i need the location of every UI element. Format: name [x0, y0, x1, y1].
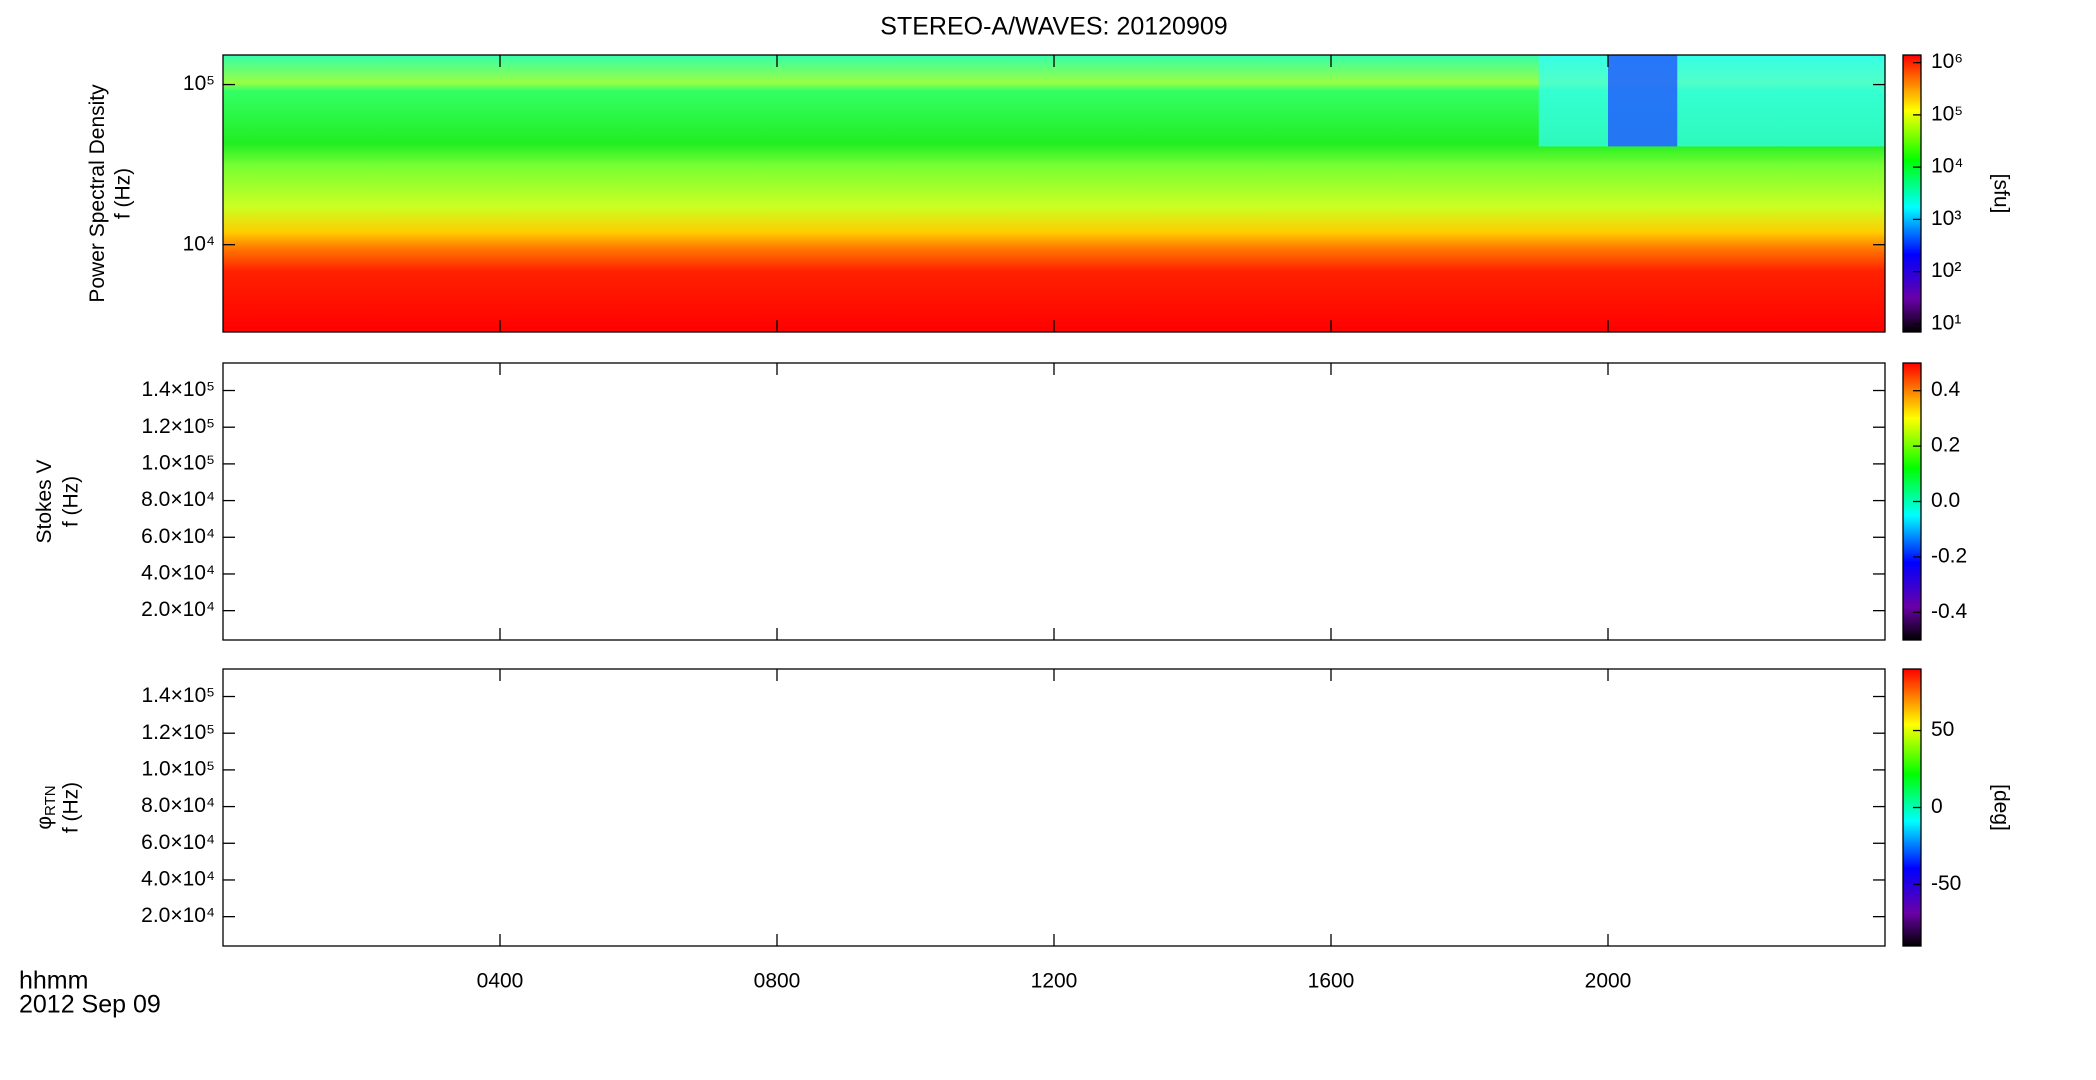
x-tick-label: 2000: [1585, 970, 1632, 993]
colorbar: [1902, 54, 1922, 333]
y-tick-label: 6.0×10⁴: [141, 525, 215, 548]
x-axis-label: hhmm: [19, 967, 88, 995]
y-tick-label: 4.0×10⁴: [141, 868, 215, 891]
y-axis-label-part: φ: [33, 816, 56, 830]
y-tick-label: 2.0×10⁴: [141, 904, 215, 927]
y-axis-label: φRTN: [33, 785, 59, 829]
date-label: 2012 Sep 09: [19, 991, 161, 1019]
colorbar-label: [deg]: [1989, 784, 2012, 831]
y-axis-label: f (Hz): [60, 782, 83, 833]
y-tick-label: 8.0×10⁴: [141, 488, 215, 511]
colorbar-tick-label: -0.2: [1931, 544, 1967, 567]
x-tick-label: 0800: [754, 970, 801, 993]
x-tick-label: 1200: [1031, 970, 1078, 993]
colorbar-tick-label: 0.4: [1931, 378, 1961, 401]
colorbar-tick-label: 0.2: [1931, 434, 1960, 457]
y-axis-label: Power Spectral Density: [86, 84, 109, 303]
colorbar-tick-label: 10³: [1931, 207, 1961, 230]
colorbar-tick-label: 0.0: [1931, 489, 1960, 512]
y-axis-label: f (Hz): [112, 168, 135, 219]
y-tick-label: 10⁴: [183, 232, 215, 255]
chart-title: STEREO-A/WAVES: 20120909: [880, 13, 1227, 41]
colorbar-tick-label: 10⁴: [1931, 155, 1963, 178]
y-axis-label: f (Hz): [60, 476, 83, 527]
y-axis-label-part: Stokes V: [33, 459, 56, 543]
y-tick-label: 1.0×10⁵: [141, 757, 215, 780]
spectrogram-region: [1608, 55, 1678, 147]
colorbar-tick-label: -50: [1931, 872, 1961, 895]
plot-frame: [222, 362, 1886, 641]
y-tick-label: 1.4×10⁵: [141, 684, 215, 707]
x-tick-label: 0400: [477, 970, 524, 993]
spectrogram-region: [1538, 55, 1885, 147]
y-tick-label: 10⁵: [183, 72, 215, 95]
colorbar-label: [sfu]: [1989, 174, 2012, 214]
colorbar-tick-label: -0.4: [1931, 600, 1968, 623]
colorbar-tick-label: 10⁵: [1931, 102, 1963, 125]
colorbar-tick-label: 10⁶: [1931, 50, 1963, 73]
x-tick-label: 1600: [1308, 970, 1355, 993]
y-tick-label: 8.0×10⁴: [141, 794, 215, 817]
colorbar-tick-label: 10²: [1931, 259, 1961, 282]
y-tick-label: 1.2×10⁵: [141, 415, 215, 438]
y-tick-label: 2.0×10⁴: [141, 598, 215, 621]
plot-frame: [222, 668, 1886, 947]
colorbar-tick-label: 10¹: [1931, 311, 1961, 334]
y-axis-label-part: Power Spectral Density: [86, 84, 109, 303]
y-tick-label: 1.4×10⁵: [141, 378, 215, 401]
colorbar-tick-label: 50: [1931, 718, 1954, 741]
y-tick-label: 4.0×10⁴: [141, 562, 215, 585]
colorbar-tick-label: 0: [1931, 795, 1943, 818]
y-axis-label: Stokes V: [33, 459, 56, 543]
y-tick-label: 6.0×10⁴: [141, 831, 215, 854]
y-axis-label-sub: RTN: [42, 785, 59, 816]
y-tick-label: 1.0×10⁵: [141, 451, 215, 474]
y-tick-label: 1.2×10⁵: [141, 721, 215, 744]
